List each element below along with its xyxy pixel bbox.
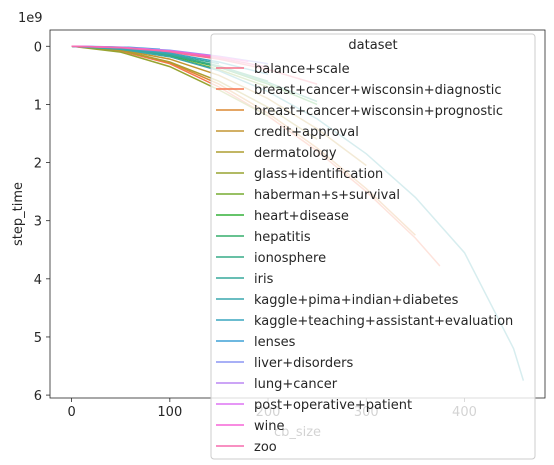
- legend-label-4: dermatology: [254, 146, 337, 161]
- legend-label-16: post+operative+patient: [254, 398, 412, 413]
- x-tick-label-0: 0: [67, 405, 75, 420]
- y-tick-label-3: 3: [34, 215, 42, 230]
- x-tick-label-1: 100: [157, 405, 182, 420]
- legend-box: [210, 33, 536, 460]
- y-axis-ticks: 0 1 2 3 4 5 6: [34, 40, 50, 404]
- y-tick-label-6: 6: [34, 389, 42, 404]
- y-tick-label-1: 1: [34, 98, 42, 113]
- y-tick-label-0: 0: [34, 40, 42, 55]
- legend-label-0: balance+scale: [254, 62, 350, 77]
- legend-label-14: liver+disorders: [254, 356, 353, 371]
- y-axis-offset-text: 1e9: [18, 11, 43, 26]
- legend-label-7: heart+disease: [254, 209, 349, 224]
- legend: dataset balance+scale breast+cancer+wisco…: [210, 33, 536, 460]
- y-tick-label-4: 4: [34, 273, 42, 288]
- legend-label-2: breast+cancer+wisconsin+prognostic: [254, 104, 503, 119]
- legend-label-9: ionosphere: [254, 251, 326, 266]
- legend-label-11: kaggle+pima+indian+diabetes: [254, 293, 459, 308]
- plot-lines: [71, 45, 525, 381]
- legend-label-1: breast+cancer+wisconsin+diagnostic: [254, 83, 502, 98]
- legend-label-5: glass+identification: [254, 167, 383, 182]
- legend-label-12: kaggle+teaching+assistant+evaluation: [254, 314, 513, 329]
- legend-label-6: haberman+s+survival: [254, 188, 400, 203]
- y-axis-label: step_time: [11, 182, 26, 246]
- legend-label-3: credit+approval: [254, 125, 359, 140]
- legend-label-8: hepatitis: [254, 230, 311, 245]
- legend-items: balance+scale breast+cancer+wisconsin+dia…: [216, 62, 513, 455]
- legend-label-17: wine: [254, 419, 284, 434]
- legend-label-10: iris: [254, 272, 274, 287]
- legend-label-15: lung+cancer: [254, 377, 338, 392]
- legend-label-18: zoo: [254, 440, 277, 455]
- legend-label-13: lenses: [254, 335, 296, 350]
- legend-title: dataset: [348, 38, 397, 53]
- y-tick-label-5: 5: [34, 331, 42, 346]
- y-tick-label-2: 2: [34, 157, 42, 172]
